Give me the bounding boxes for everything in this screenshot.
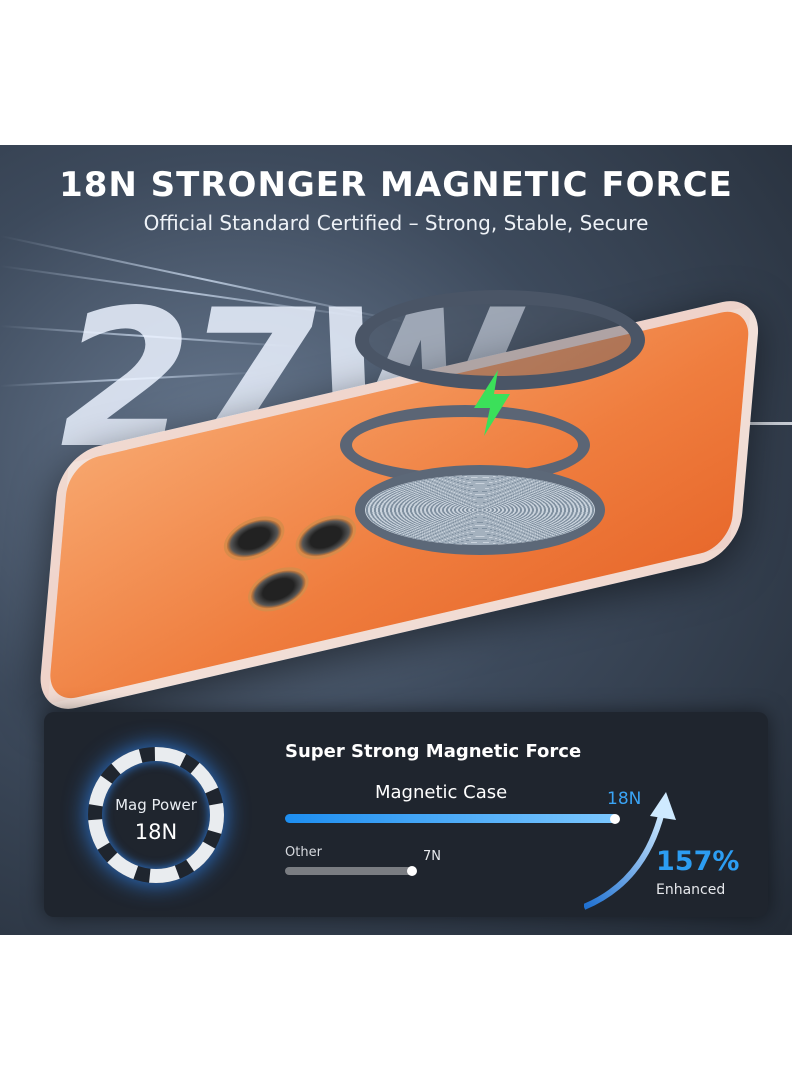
headline-title: 18N STRONGER MAGNETIC FORCE [59, 165, 733, 205]
bar-label-other: Other [285, 845, 322, 860]
magnetic-coil-icon [355, 465, 605, 555]
headline-subtitle: Official Standard Certified – Strong, St… [143, 211, 649, 235]
improvement-label: Enhanced [656, 882, 726, 898]
bar-other [285, 866, 417, 876]
bar-knob [610, 813, 620, 824]
bar-magnetic-case [285, 813, 620, 824]
magnetic-force-panel: Mag Power 18N Super Strong Magnetic Forc… [44, 712, 768, 917]
lightning-bolt-icon [474, 370, 510, 436]
bar-value-magnetic-case: 18N [607, 789, 642, 809]
mag-power-dial-icon [88, 747, 224, 883]
bar-value-other: 7N [423, 849, 441, 864]
dial-value: 18N [134, 820, 178, 844]
improvement-value: 157% [656, 846, 740, 877]
panel-heading: Super Strong Magnetic Force [285, 741, 582, 762]
bar-knob [406, 866, 417, 876]
up-arrow-icon [584, 792, 676, 910]
product-banner: 18N STRONGER MAGNETIC FORCE Official Sta… [0, 145, 792, 935]
bar-label-magnetic-case: Magnetic Case [375, 782, 508, 803]
dial-label: Mag Power [115, 796, 197, 814]
